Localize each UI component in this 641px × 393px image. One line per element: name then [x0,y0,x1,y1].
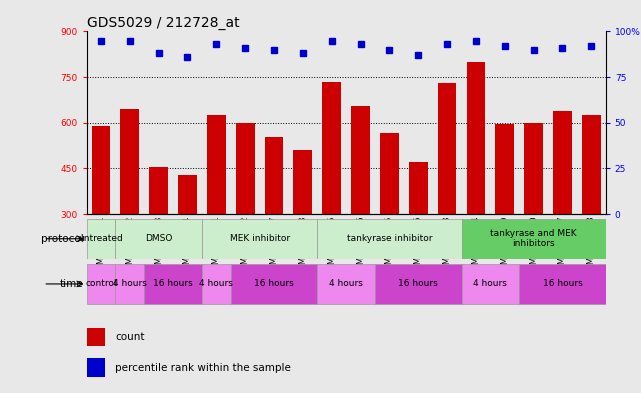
Bar [375,264,462,304]
Bar [115,264,144,304]
Text: tankyrase and MEK
inhibitors: tankyrase and MEK inhibitors [490,229,577,248]
Bar [409,162,428,214]
Bar [202,264,231,304]
Bar [462,219,606,259]
Text: protocol: protocol [40,234,83,244]
Bar [265,136,283,214]
Bar [438,83,456,214]
Text: control: control [85,279,117,288]
Bar [553,111,572,214]
Bar [519,264,606,304]
Text: tankyrase inhibitor: tankyrase inhibitor [347,234,432,243]
Text: MEK inhibitor: MEK inhibitor [229,234,290,243]
Text: time: time [60,279,83,289]
Bar [317,219,462,259]
Text: GDS5029 / 212728_at: GDS5029 / 212728_at [87,17,239,30]
Bar [317,264,375,304]
Bar [121,109,139,214]
Bar [495,124,514,214]
Bar [462,264,519,304]
Bar [149,167,168,214]
Bar [87,358,104,377]
Bar [207,115,226,214]
Bar [178,174,197,214]
Bar [236,123,254,214]
Bar [202,219,317,259]
Text: 4 hours: 4 hours [113,279,147,288]
Bar [351,106,370,214]
Text: 4 hours: 4 hours [329,279,363,288]
Bar [115,219,202,259]
Bar [92,126,110,214]
Text: 4 hours: 4 hours [474,279,507,288]
Text: untreated: untreated [79,234,123,243]
Text: percentile rank within the sample: percentile rank within the sample [115,363,291,373]
Bar [231,264,317,304]
Bar [87,219,115,259]
Bar [87,328,104,346]
Text: 16 hours: 16 hours [153,279,193,288]
Text: count: count [115,332,145,342]
Bar [294,150,312,214]
Bar [87,264,115,304]
Text: 16 hours: 16 hours [398,279,438,288]
Bar [144,264,202,304]
Bar [524,123,543,214]
Bar [322,82,341,214]
Bar [380,134,399,214]
Text: 16 hours: 16 hours [254,279,294,288]
Text: 4 hours: 4 hours [199,279,233,288]
Text: DMSO: DMSO [145,234,172,243]
Text: 16 hours: 16 hours [542,279,583,288]
Bar [582,115,601,214]
Bar [467,62,485,214]
